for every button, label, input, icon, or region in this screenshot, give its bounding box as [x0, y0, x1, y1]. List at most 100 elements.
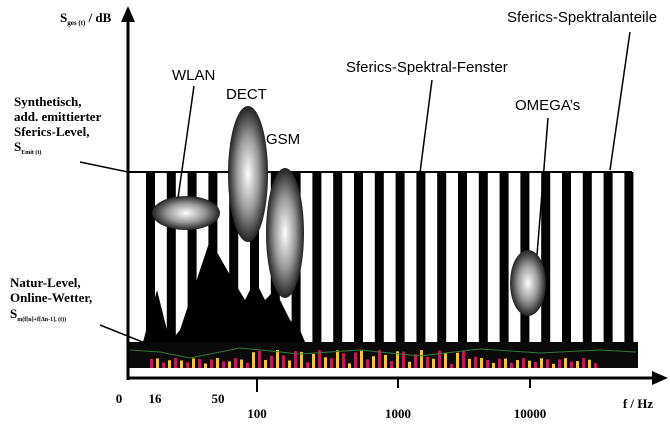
stripe: [354, 172, 363, 342]
spectrum-spike: [318, 350, 321, 368]
stripe: [582, 172, 592, 342]
omega-ellipse: [510, 250, 546, 316]
spectrum-spike: [456, 352, 459, 368]
spectrum-spike: [570, 361, 573, 368]
y-sub: ges (t): [67, 19, 86, 27]
spectrum-spike: [534, 361, 537, 368]
sub: m(f[n]+f[Δn-1], (t)): [17, 316, 66, 323]
y-unit: / dB: [85, 10, 111, 25]
spectrum-spike: [150, 358, 153, 368]
spectrum-spike: [378, 350, 381, 368]
spectrum-spike: [330, 358, 333, 368]
spectrum-spike: [468, 358, 471, 368]
spectrum-spike: [498, 358, 501, 368]
spectrum-spike: [246, 362, 249, 368]
stripe: [250, 172, 259, 342]
x-axis-label: f / Hz: [623, 396, 654, 411]
spectrum-spike: [360, 350, 363, 368]
window-label: Sferics-Spektral-Fenster: [346, 59, 508, 76]
spectrum-spike: [192, 358, 195, 368]
spectrum-spike: [408, 361, 411, 368]
stripe: [541, 172, 551, 342]
symbol: S: [10, 306, 17, 321]
spectrum-spike: [180, 360, 183, 368]
spectrum-spike: [300, 351, 303, 368]
spectrum-spike: [234, 358, 237, 368]
synthetic-line: Sferics-Level,: [14, 124, 89, 139]
stripe: [187, 172, 197, 342]
spectrum-spike: [546, 359, 549, 368]
spectrum-spike: [576, 361, 579, 368]
spectrum-spike: [348, 363, 351, 368]
spectrum-spike: [258, 350, 261, 368]
stripe: [478, 172, 488, 342]
x-ticks: [256, 378, 531, 392]
dect-label: DECT: [226, 86, 267, 103]
spectrum-trace: [129, 347, 637, 359]
spectrum-spike: [420, 350, 423, 368]
natural-line: Online-Wetter,: [10, 290, 92, 305]
spectrum-spike: [282, 355, 285, 368]
spectrum-spike: [240, 359, 243, 368]
y-axis-label: Sges (t) / dB: [60, 10, 112, 27]
natural-level: [143, 240, 305, 342]
stripe: [333, 172, 343, 342]
spectrum-spike: [342, 353, 345, 368]
wlan-label: WLAN: [172, 67, 215, 84]
stripe: [603, 172, 613, 342]
dect-ellipse: [228, 106, 268, 242]
spectrum-spike: [492, 362, 495, 368]
stripe: [416, 172, 426, 342]
spectrum-spike: [462, 350, 465, 368]
y-arrow: [121, 6, 135, 22]
spectrum-spike: [516, 360, 519, 368]
spectrum-spike: [582, 358, 585, 368]
x-tick-label: 50: [212, 391, 225, 406]
spectrum-spike: [324, 357, 327, 368]
spectrum-spike: [474, 356, 477, 368]
stripe: [229, 172, 239, 342]
gsm-label: GSM: [266, 131, 300, 148]
x-tick-label: 100: [247, 406, 267, 421]
spectrum-spike: [528, 360, 531, 368]
spectrum-spike: [510, 362, 513, 368]
spectrum-spike: [432, 358, 435, 368]
spectrum-spike: [564, 358, 567, 368]
spectrum-spike: [558, 359, 561, 368]
spectrum-spike: [186, 362, 189, 368]
synthetic-line: add. emittierter: [14, 109, 102, 124]
synthetic-line: Synthetisch,: [14, 94, 82, 109]
spectrum-spike: [366, 359, 369, 368]
spectrum-spike: [450, 363, 453, 368]
spectrum-spike: [306, 362, 309, 368]
spectrum-spike: [438, 350, 441, 368]
spectrum-spike: [444, 352, 447, 368]
spectrum-spike: [354, 352, 357, 368]
stripe: [437, 172, 447, 342]
spectrum-spike: [168, 360, 171, 368]
natural-line: Natur-Level,: [10, 275, 81, 290]
components-label: Sferics-Spektralanteile: [507, 9, 657, 26]
spectrum-spike: [210, 359, 213, 368]
axes: [126, 18, 655, 380]
stripe: [395, 172, 405, 342]
stripe: [312, 172, 322, 342]
spectrum-spike: [228, 361, 231, 368]
stripe: [499, 172, 509, 342]
stripe: [146, 172, 155, 342]
spectrum-spike: [390, 361, 393, 368]
spectrum-spike: [198, 358, 201, 368]
spectrum-spike: [162, 362, 165, 368]
spectrum-spike: [270, 355, 273, 368]
sub: Emit (t): [21, 149, 41, 156]
synthetic-symbol: SEmit (t): [14, 139, 41, 156]
spectrum-spike: [336, 350, 339, 368]
x-tick-label: 10000: [514, 406, 547, 421]
spectrum-spike: [384, 354, 387, 368]
gsm-ellipse: [266, 168, 304, 298]
spectrum-spike: [504, 358, 507, 368]
spectrum-spike: [174, 358, 177, 368]
y-symbol: S: [60, 10, 67, 25]
spectrum-spike: [522, 358, 525, 368]
stripe: [374, 172, 384, 342]
